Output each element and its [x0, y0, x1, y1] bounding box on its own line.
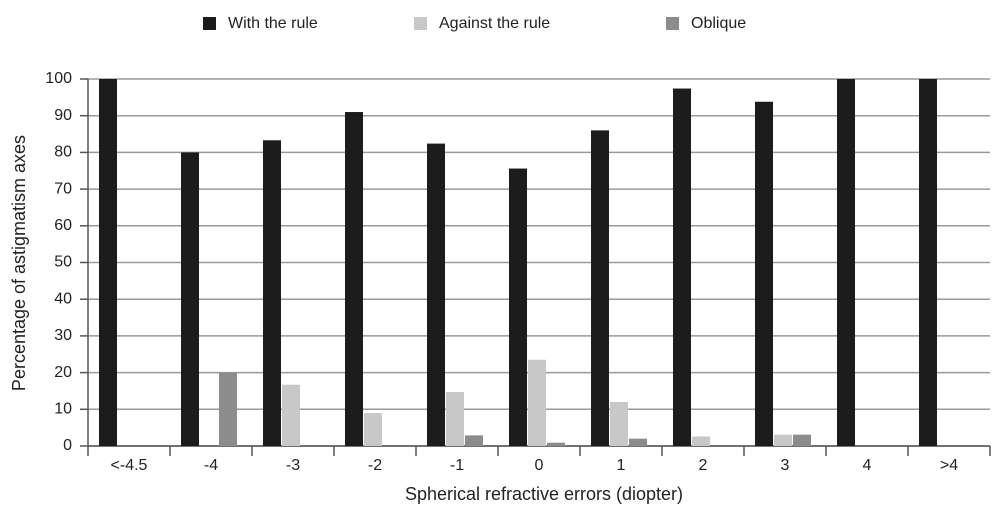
bar — [919, 79, 937, 446]
bar — [446, 392, 464, 446]
y-axis-label: Percentage of astigmatism axes — [9, 135, 29, 391]
y-tick-label: 20 — [54, 364, 72, 381]
x-axis-label: Spherical refractive errors (diopter) — [405, 484, 683, 504]
bar — [99, 79, 117, 446]
bar — [591, 130, 609, 446]
y-tick-label: 90 — [54, 107, 72, 124]
bar — [364, 412, 382, 446]
x-tick-label: 2 — [699, 457, 708, 474]
y-tick-label: 80 — [54, 144, 72, 161]
x-tick-label: >4 — [940, 457, 958, 474]
bar — [547, 442, 565, 446]
bar — [282, 384, 300, 446]
y-tick-label: 30 — [54, 327, 72, 344]
x-tick-label: -1 — [450, 457, 464, 474]
y-tick-label: 40 — [54, 290, 72, 307]
bar — [610, 401, 628, 446]
y-tick-label: 70 — [54, 180, 72, 197]
y-tick-label: 60 — [54, 217, 72, 234]
x-tick-label: 0 — [535, 457, 544, 474]
legend-label: Against the rule — [439, 15, 550, 32]
legend-label: Oblique — [691, 15, 746, 32]
bar — [774, 434, 792, 446]
bar — [692, 436, 710, 446]
bar — [345, 112, 363, 446]
x-tick-label: 1 — [617, 457, 626, 474]
bar — [673, 88, 691, 447]
y-tick-label: 0 — [63, 437, 72, 454]
bar — [755, 101, 773, 446]
y-tick-label: 10 — [54, 401, 72, 418]
bar — [181, 152, 199, 446]
bar — [465, 435, 483, 446]
y-tick-label: 50 — [54, 254, 72, 271]
x-tick-label: 3 — [781, 457, 790, 474]
bar — [837, 79, 855, 446]
x-tick-label: -4 — [204, 457, 218, 474]
legend-swatch — [414, 17, 427, 30]
legend-label: With the rule — [228, 15, 318, 32]
bar — [629, 438, 647, 446]
bar — [427, 143, 445, 447]
x-tick-label: <-4.5 — [111, 457, 148, 474]
x-tick-label: -2 — [368, 457, 382, 474]
bar — [528, 359, 546, 446]
bar — [793, 434, 811, 446]
bar — [509, 168, 527, 446]
legend-swatch — [666, 17, 679, 30]
bar — [219, 372, 237, 446]
bar — [263, 140, 281, 446]
y-tick-label: 100 — [45, 70, 72, 87]
x-tick-label: 4 — [863, 457, 872, 474]
legend-swatch — [203, 17, 216, 30]
x-tick-label: -3 — [286, 457, 300, 474]
